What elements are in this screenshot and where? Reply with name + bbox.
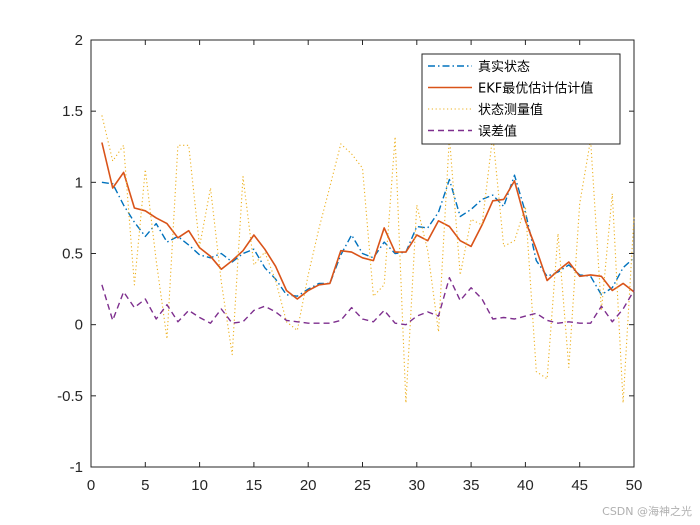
x-tick-label: 30 (408, 477, 425, 494)
legend-label: 真实状态 (478, 60, 530, 75)
x-tick-label: 15 (246, 477, 263, 494)
series-lines (101, 115, 635, 404)
x-tick-label: 45 (571, 477, 588, 494)
x-tick-label: 0 (87, 477, 95, 494)
y-tick-label: 1.5 (62, 103, 83, 120)
x-tick-label: 20 (300, 477, 317, 494)
x-tick-label: 5 (141, 477, 149, 494)
x-tick-label: 25 (354, 477, 371, 494)
y-tick-label: 0.5 (62, 246, 83, 263)
legend-label: 误差值 (478, 124, 517, 140)
y-tick-label: -0.5 (57, 388, 83, 405)
legend-box (421, 53, 621, 145)
watermark: CSDN @海神之光 (602, 505, 692, 518)
y-tick-label: 0 (75, 317, 83, 334)
y-tick-label: 2 (75, 32, 83, 49)
series-line-1 (101, 142, 635, 300)
x-tick-label: 40 (517, 477, 534, 494)
series-line-3 (101, 277, 635, 326)
x-tick-label: 50 (626, 477, 643, 494)
legend-label: EKF最优估计估计值 (478, 81, 593, 97)
y-tick-label: 1 (75, 174, 83, 191)
y-tick-label: -1 (70, 459, 83, 476)
legend-label: 状态测量值 (478, 102, 543, 118)
x-tick-label: 10 (191, 477, 208, 494)
x-tick-label: 35 (463, 477, 480, 494)
